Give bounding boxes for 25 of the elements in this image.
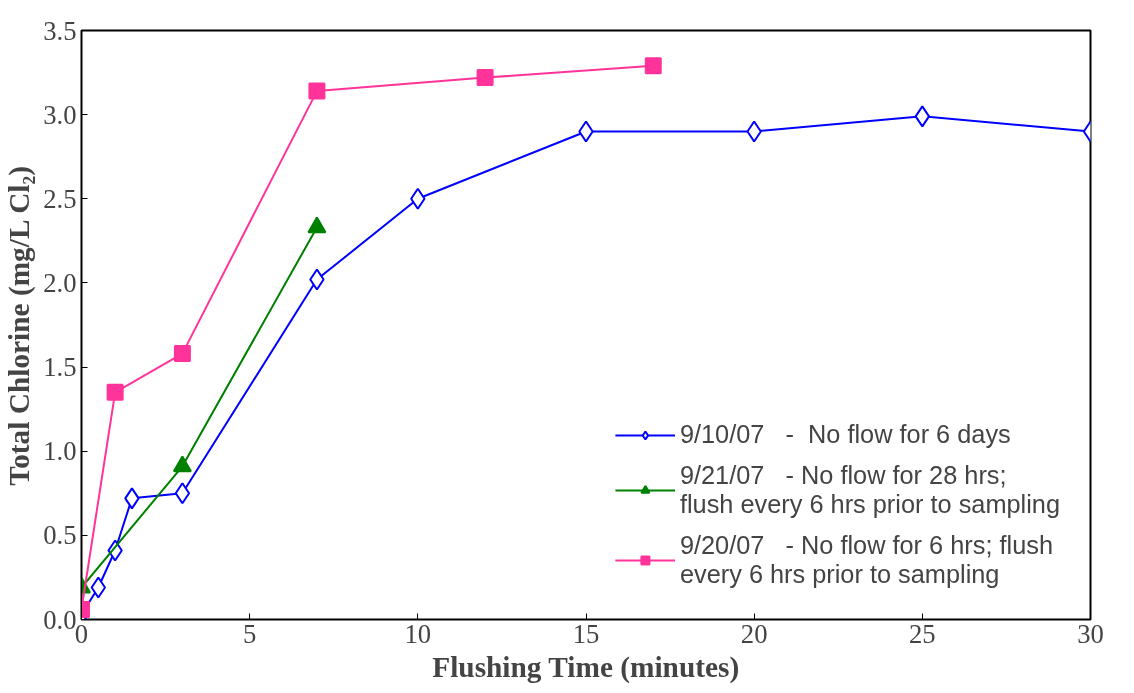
legend-label: 9/21/07 - No flow for 28 hrs; flush every 6 hrs prior to sampling	[679, 461, 1060, 519]
point	[476, 69, 494, 87]
y-tick-label: 0.5	[43, 520, 77, 551]
y-tick-label: 1.0	[43, 436, 77, 467]
x-axis-title: Flushing Time (minutes)	[432, 650, 740, 684]
point	[644, 57, 662, 75]
point	[106, 383, 124, 401]
x-tick-label: 30	[1077, 618, 1104, 649]
legend-label: 9/20/07 - No flow for 6 hrs; flush every 6 hrs prior to sampling	[679, 531, 1053, 589]
point	[173, 345, 191, 363]
y-tick-label: 2.5	[43, 183, 77, 214]
x-tick-label: 25	[909, 618, 936, 649]
point	[308, 82, 326, 100]
point	[174, 482, 191, 505]
y-tick-label: 0.0	[43, 604, 77, 635]
y-tick-label: 3.5	[43, 15, 77, 46]
x-tick-label: 15	[572, 618, 600, 649]
y-tick-label: 1.5	[43, 352, 77, 383]
y-tick-label: 2.0	[43, 267, 77, 298]
x-tick-label: 10	[404, 618, 432, 649]
x-tick-label: 20	[740, 618, 768, 649]
legend-label: 9/10/07 - No flow for 6 days	[679, 420, 1011, 449]
y-tick-label: 3.0	[43, 99, 77, 130]
y-axis-title: Total Chlorine (mg/L Cl₂)	[3, 165, 37, 486]
x-tick-label: 5	[243, 618, 257, 649]
